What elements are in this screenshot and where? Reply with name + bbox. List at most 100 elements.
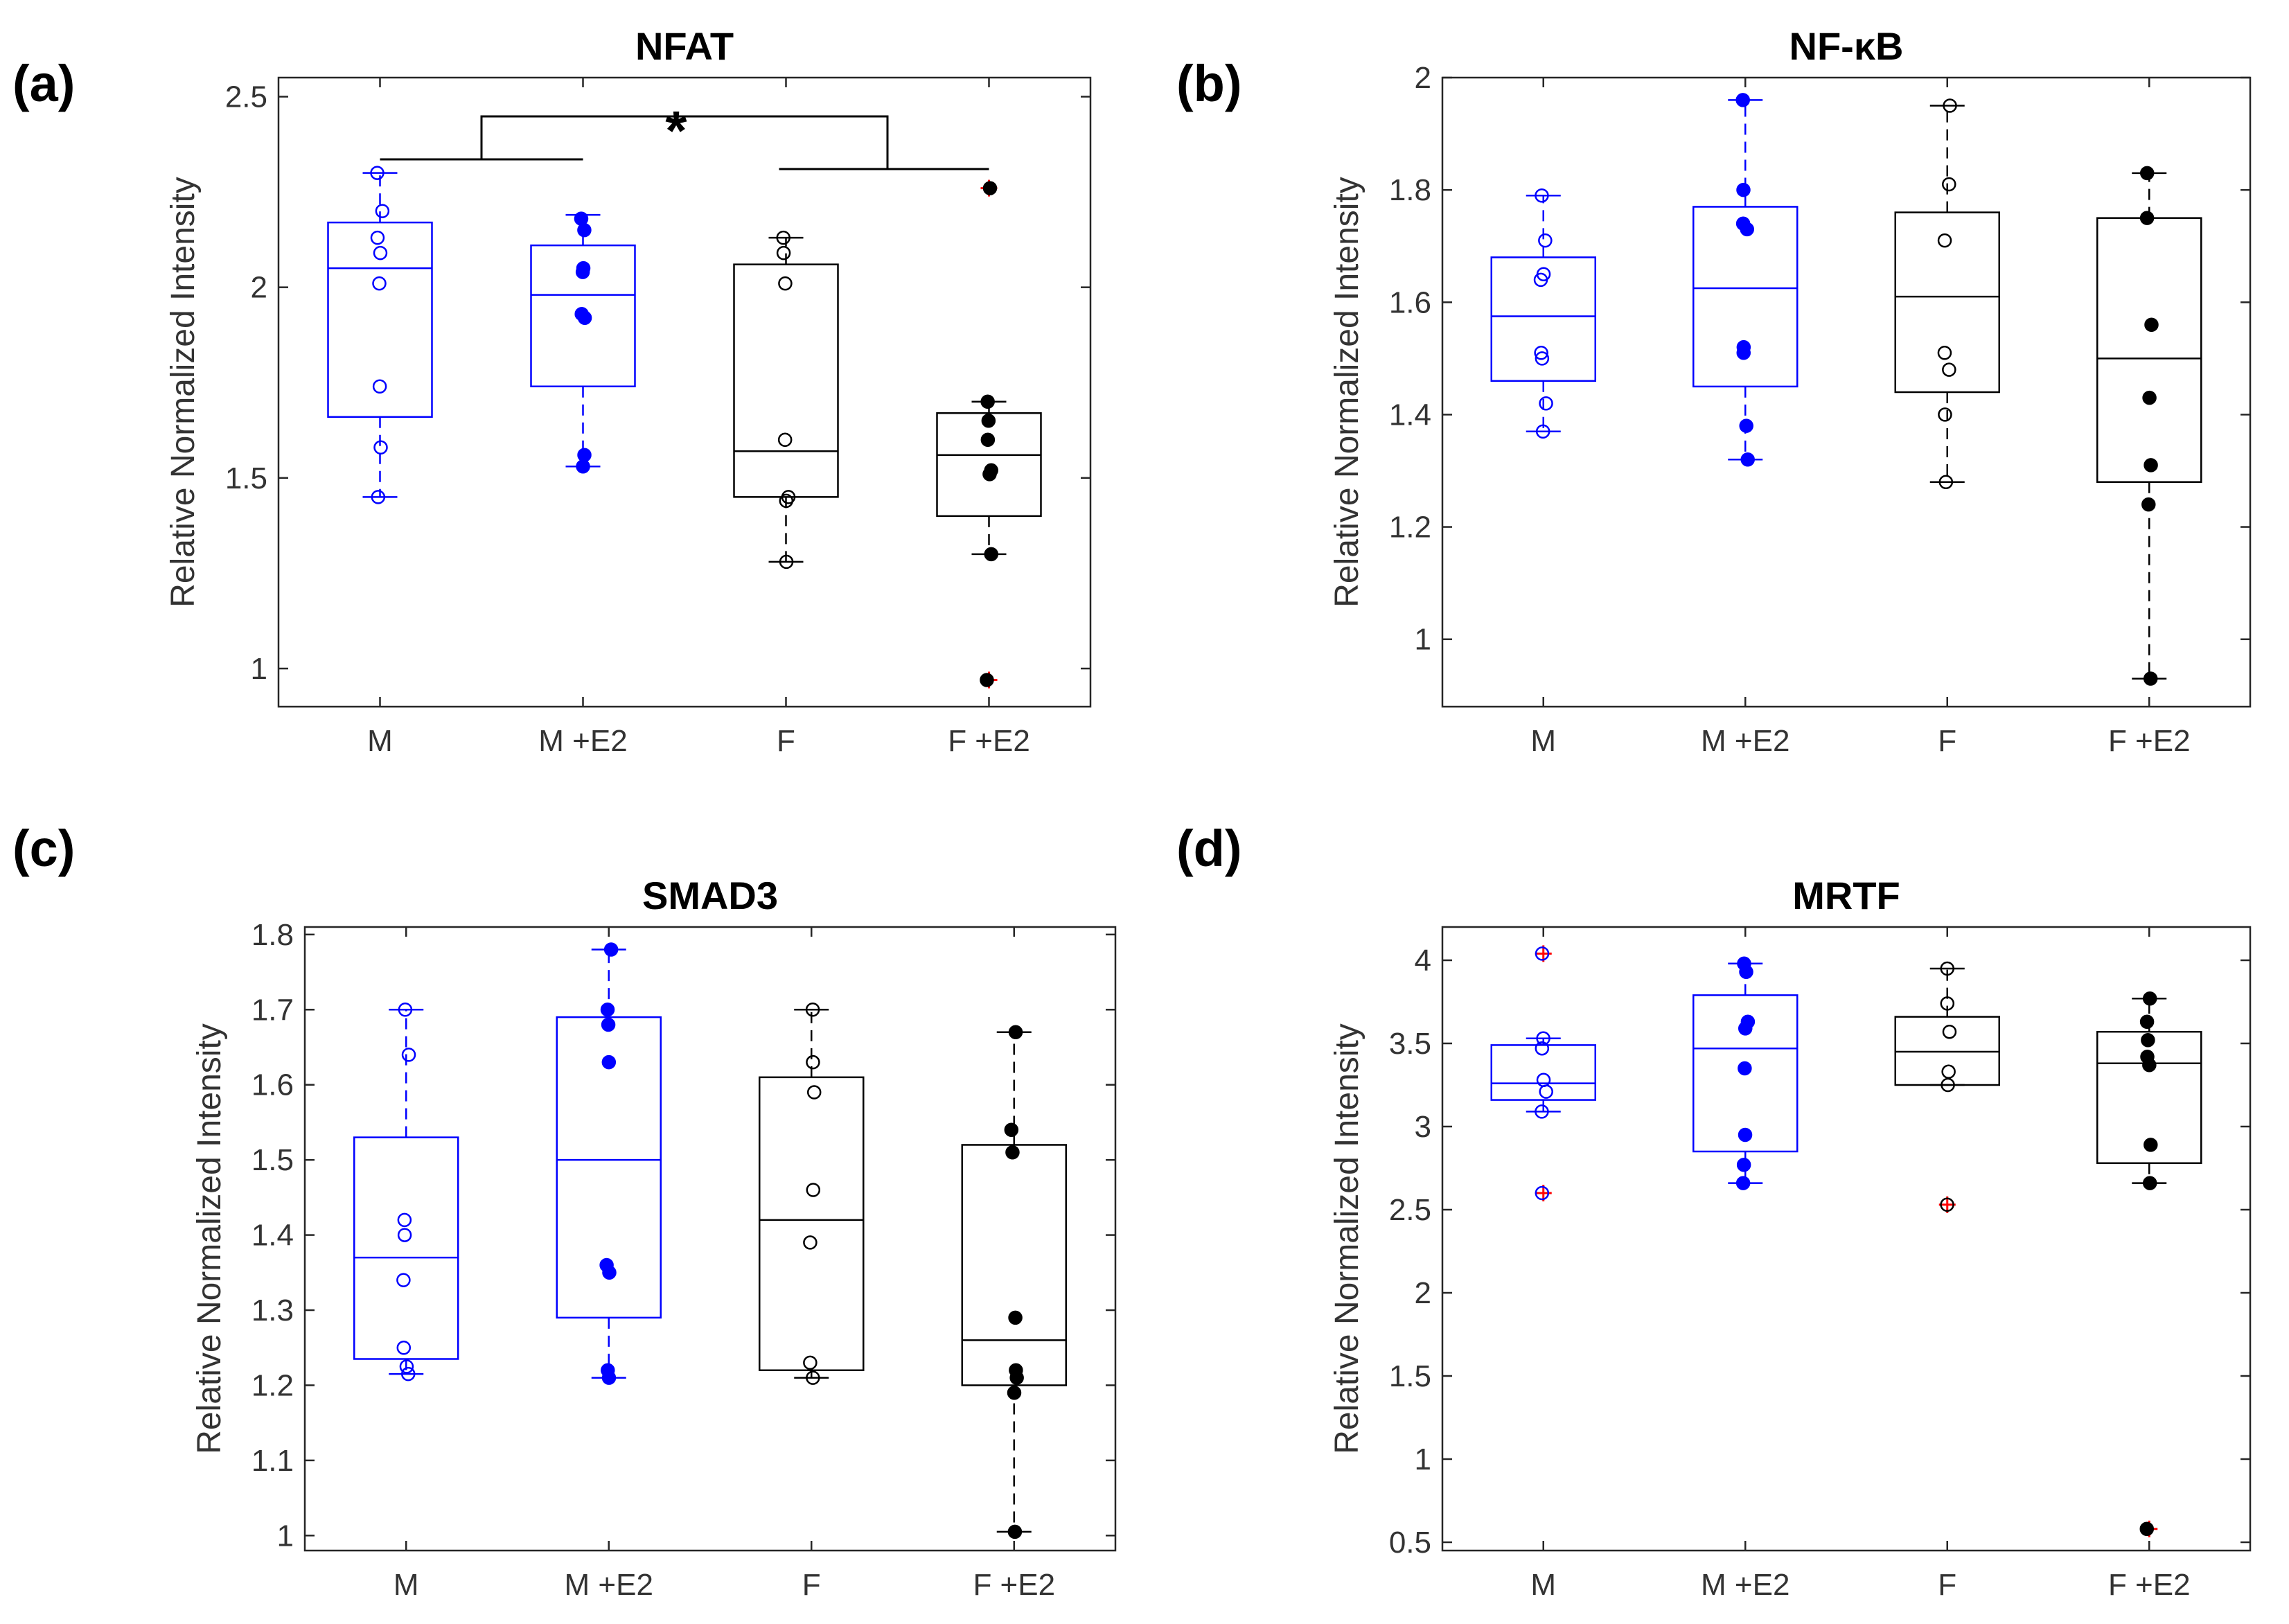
x-tick-label: M bbox=[1530, 1568, 1556, 1602]
x-tick-label: F +E2 bbox=[948, 724, 1030, 758]
y-axis-label: Relative Normalized Intensity bbox=[1329, 1023, 1366, 1454]
y-tick-label: 1.8 bbox=[1389, 173, 1431, 207]
data-point bbox=[806, 1085, 822, 1100]
data-point bbox=[1735, 1176, 1751, 1190]
plot-area-frame bbox=[277, 76, 1092, 708]
x-tick-label: M +E2 bbox=[1701, 1568, 1789, 1602]
data-point bbox=[375, 204, 390, 218]
box bbox=[1693, 994, 1798, 1153]
data-point bbox=[397, 1212, 412, 1228]
data-point bbox=[1739, 418, 1753, 433]
data-point bbox=[2139, 166, 2155, 181]
data-point bbox=[2141, 497, 2156, 512]
y-axis-label: Relative Normalized Intensity bbox=[165, 177, 202, 608]
bracket-connector bbox=[480, 115, 889, 169]
data-point bbox=[2144, 317, 2159, 332]
x-tick-label: M +E2 bbox=[565, 1568, 653, 1602]
y-tick-label: 1.3 bbox=[251, 1294, 294, 1327]
data-point bbox=[575, 265, 590, 279]
data-point bbox=[1738, 1021, 1753, 1036]
box-group bbox=[1894, 961, 2000, 1213]
box-group bbox=[936, 179, 1042, 689]
data-point bbox=[982, 181, 998, 195]
box bbox=[556, 1016, 662, 1319]
x-tick-label: F +E2 bbox=[973, 1568, 1055, 1602]
y-tick-label: 1.5 bbox=[1389, 1359, 1431, 1393]
data-point bbox=[1004, 1122, 1019, 1138]
y-tick-label: 2 bbox=[1415, 61, 1431, 95]
data-point bbox=[1538, 233, 1553, 248]
y-tick-label: 1.6 bbox=[1389, 285, 1431, 319]
y-tick-label: 1.4 bbox=[251, 1219, 294, 1253]
x-tick-label: M +E2 bbox=[538, 724, 627, 758]
y-tick-label: 1.5 bbox=[251, 1143, 294, 1177]
box-group bbox=[353, 1003, 459, 1382]
y-tick-label: 2.5 bbox=[225, 80, 267, 114]
y-tick-label: 1.8 bbox=[251, 918, 294, 952]
data-point bbox=[2143, 671, 2158, 686]
data-point bbox=[1738, 1127, 1753, 1142]
data-point bbox=[1937, 346, 1952, 360]
data-point bbox=[1533, 272, 1548, 288]
box-group bbox=[759, 1003, 865, 1385]
y-tick-label: 0.5 bbox=[1389, 1526, 1431, 1560]
data-point bbox=[399, 1359, 414, 1374]
data-point bbox=[779, 493, 794, 509]
data-point bbox=[1539, 1084, 1553, 1099]
data-point bbox=[1941, 1064, 1956, 1079]
data-point bbox=[1005, 1145, 1020, 1160]
data-point bbox=[981, 414, 996, 428]
data-point bbox=[2142, 1176, 2157, 1190]
data-point bbox=[1940, 996, 1955, 1011]
chart-0: 1 1.5 2 2.5 M M +E2 F F +E2 NFAT Relative Normali… bbox=[165, 24, 1092, 758]
x-tick-label: F +E2 bbox=[2108, 1568, 2191, 1602]
data-point bbox=[1535, 351, 1550, 366]
box-group bbox=[327, 166, 433, 504]
x-tick-label: F bbox=[777, 724, 795, 758]
data-point bbox=[777, 432, 793, 448]
data-point bbox=[372, 379, 387, 394]
data-point bbox=[601, 1054, 617, 1070]
box bbox=[2096, 1030, 2202, 1165]
data-point bbox=[401, 1048, 416, 1062]
box-group bbox=[1693, 956, 1798, 1190]
data-point bbox=[400, 1366, 416, 1382]
box bbox=[759, 1076, 865, 1372]
y-tick-label: 3 bbox=[1415, 1110, 1431, 1144]
box bbox=[1693, 206, 1798, 388]
data-point bbox=[1535, 1104, 1549, 1119]
data-point bbox=[1009, 1370, 1024, 1385]
data-point bbox=[373, 440, 388, 455]
data-point bbox=[1940, 1197, 1954, 1212]
box bbox=[327, 221, 433, 418]
data-point bbox=[1943, 98, 1957, 113]
data-point bbox=[980, 432, 996, 448]
box bbox=[2096, 217, 2202, 483]
y-tick-label: 1.6 bbox=[251, 1068, 294, 1102]
box bbox=[961, 1144, 1067, 1386]
data-point bbox=[776, 230, 790, 245]
data-point bbox=[1941, 1077, 1955, 1093]
data-point bbox=[601, 1017, 616, 1032]
data-point bbox=[1535, 1185, 1550, 1201]
y-axis-label: Relative Normalized Intensity bbox=[191, 1023, 228, 1454]
data-point bbox=[1008, 1025, 1023, 1040]
chart-title: NF-κB bbox=[1789, 24, 1904, 68]
y-tick-label: 2 bbox=[251, 271, 267, 305]
data-point bbox=[2144, 458, 2158, 473]
data-point bbox=[2139, 211, 2155, 225]
data-point bbox=[576, 459, 590, 474]
data-point bbox=[982, 467, 997, 482]
box-group bbox=[556, 942, 662, 1385]
data-point bbox=[776, 245, 791, 261]
data-point bbox=[1736, 346, 1751, 360]
box bbox=[936, 412, 1042, 518]
y-tick-label: 1.2 bbox=[1389, 511, 1431, 545]
data-point bbox=[600, 1003, 615, 1017]
x-tick-label: M bbox=[367, 724, 393, 758]
data-point bbox=[1536, 1073, 1551, 1088]
data-point bbox=[980, 673, 994, 687]
chart-title: MRTF bbox=[1792, 874, 1900, 917]
data-point bbox=[984, 547, 999, 562]
x-tick-label: F bbox=[802, 1568, 821, 1602]
